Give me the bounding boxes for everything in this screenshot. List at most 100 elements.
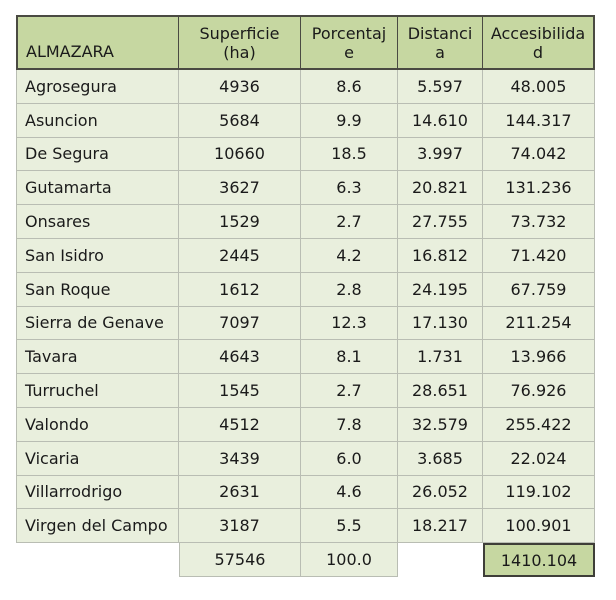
cell-porcentaje: 2.7 [301, 374, 398, 408]
table-row: San Roque 1612 2.8 24.195 67.759 [16, 272, 595, 307]
table-row: Sierra de Genave 7097 12.3 17.130 211.254 [16, 306, 595, 341]
cell-almazara: De Segura [16, 137, 179, 172]
cell-distancia: 32.579 [398, 407, 483, 442]
cell-almazara: Valondo [16, 407, 179, 442]
cell-distancia: 20.821 [398, 171, 483, 206]
cell-distancia: 18.217 [398, 509, 483, 544]
cell-accesibilidad: 119.102 [483, 475, 595, 510]
cell-porcentaje: 6.0 [301, 441, 398, 476]
cell-superficie: 2445 [179, 238, 301, 273]
cell-superficie: 4512 [179, 407, 301, 442]
cell-distancia: 3.997 [398, 137, 483, 172]
header-superficie: Superficie (ha) [179, 15, 301, 70]
cell-almazara: Agrosegura [16, 70, 179, 104]
cell-porcentaje: 18.5 [301, 137, 398, 172]
cell-superficie: 7097 [179, 306, 301, 341]
total-porcentaje: 100.0 [301, 543, 398, 577]
total-accesibilidad: 1410.104 [483, 543, 595, 577]
cell-porcentaje: 2.8 [301, 272, 398, 307]
cell-almazara: Virgen del Campo [16, 509, 179, 544]
table-row: San Isidro 2445 4.2 16.812 71.420 [16, 238, 595, 273]
cell-porcentaje: 8.1 [301, 340, 398, 375]
cell-accesibilidad: 67.759 [483, 272, 595, 307]
table-row: Valondo 4512 7.8 32.579 255.422 [16, 407, 595, 442]
header-porcentaje: Porcentaj e [301, 15, 398, 70]
totals-row: 57546 100.0 1410.104 [16, 543, 595, 577]
cell-distancia: 28.651 [398, 374, 483, 408]
table-row: Virgen del Campo 3187 5.5 18.217 100.901 [16, 509, 595, 544]
cell-distancia: 17.130 [398, 306, 483, 341]
cell-superficie: 1545 [179, 374, 301, 408]
cell-accesibilidad: 76.926 [483, 374, 595, 408]
cell-porcentaje: 12.3 [301, 306, 398, 341]
cell-accesibilidad: 131.236 [483, 171, 595, 206]
almazara-table: ALMAZARA Superficie (ha) Porcentaj e Dista… [16, 15, 595, 577]
cell-accesibilidad: 211.254 [483, 306, 595, 341]
header-almazara: ALMAZARA [16, 15, 179, 70]
cell-accesibilidad: 48.005 [483, 70, 595, 104]
total-superficie: 57546 [179, 543, 301, 577]
totals-blank [16, 543, 179, 577]
table-header-row: ALMAZARA Superficie (ha) Porcentaj e Dista… [16, 15, 595, 70]
cell-distancia: 26.052 [398, 475, 483, 510]
table-row: Tavara 4643 8.1 1.731 13.966 [16, 340, 595, 375]
cell-superficie: 4643 [179, 340, 301, 375]
cell-porcentaje: 4.6 [301, 475, 398, 510]
cell-superficie: 5684 [179, 103, 301, 138]
cell-distancia: 3.685 [398, 441, 483, 476]
cell-superficie: 3439 [179, 441, 301, 476]
cell-porcentaje: 2.7 [301, 205, 398, 239]
cell-porcentaje: 6.3 [301, 171, 398, 206]
cell-almazara: Sierra de Genave [16, 306, 179, 341]
cell-superficie: 1612 [179, 272, 301, 307]
totals-blank-distancia [398, 543, 483, 577]
cell-superficie: 10660 [179, 137, 301, 172]
header-distancia: Distanci a [398, 15, 483, 70]
cell-porcentaje: 5.5 [301, 509, 398, 544]
cell-almazara: Onsares [16, 205, 179, 239]
cell-almazara: Gutamarta [16, 171, 179, 206]
table-row: Vicaria 3439 6.0 3.685 22.024 [16, 441, 595, 476]
cell-accesibilidad: 71.420 [483, 238, 595, 273]
cell-distancia: 5.597 [398, 70, 483, 104]
cell-accesibilidad: 13.966 [483, 340, 595, 375]
header-distancia-label: Distanci a [407, 23, 473, 62]
table-row: Villarrodrigo 2631 4.6 26.052 119.102 [16, 475, 595, 510]
header-accesibilidad-label: Accesibilida d [490, 23, 586, 62]
header-porcentaje-label: Porcentaj e [311, 23, 387, 62]
cell-distancia: 24.195 [398, 272, 483, 307]
table-row: De Segura 10660 18.5 3.997 74.042 [16, 137, 595, 172]
cell-superficie: 1529 [179, 205, 301, 239]
header-almazara-label: ALMAZARA [26, 42, 114, 61]
cell-almazara: Asuncion [16, 103, 179, 138]
cell-accesibilidad: 255.422 [483, 407, 595, 442]
cell-accesibilidad: 73.732 [483, 205, 595, 239]
table-row: Gutamarta 3627 6.3 20.821 131.236 [16, 171, 595, 206]
table-row: Turruchel 1545 2.7 28.651 76.926 [16, 374, 595, 408]
cell-almazara: Villarrodrigo [16, 475, 179, 510]
table-row: Agrosegura 4936 8.6 5.597 48.005 [16, 70, 595, 104]
cell-accesibilidad: 144.317 [483, 103, 595, 138]
cell-almazara: Vicaria [16, 441, 179, 476]
cell-almazara: San Isidro [16, 238, 179, 273]
table-row: Onsares 1529 2.7 27.755 73.732 [16, 205, 595, 239]
header-superficie-label: Superficie (ha) [199, 23, 280, 62]
cell-superficie: 4936 [179, 70, 301, 104]
cell-porcentaje: 7.8 [301, 407, 398, 442]
cell-porcentaje: 9.9 [301, 103, 398, 138]
cell-accesibilidad: 74.042 [483, 137, 595, 172]
cell-porcentaje: 8.6 [301, 70, 398, 104]
cell-superficie: 3187 [179, 509, 301, 544]
cell-accesibilidad: 100.901 [483, 509, 595, 544]
cell-porcentaje: 4.2 [301, 238, 398, 273]
table-row: Asuncion 5684 9.9 14.610 144.317 [16, 103, 595, 138]
cell-almazara: Tavara [16, 340, 179, 375]
header-accesibilidad: Accesibilida d [483, 15, 595, 70]
table-body: Agrosegura 4936 8.6 5.597 48.005 Asuncion 5684… [16, 70, 595, 544]
cell-distancia: 16.812 [398, 238, 483, 273]
cell-superficie: 3627 [179, 171, 301, 206]
cell-accesibilidad: 22.024 [483, 441, 595, 476]
cell-distancia: 14.610 [398, 103, 483, 138]
cell-distancia: 1.731 [398, 340, 483, 375]
cell-superficie: 2631 [179, 475, 301, 510]
